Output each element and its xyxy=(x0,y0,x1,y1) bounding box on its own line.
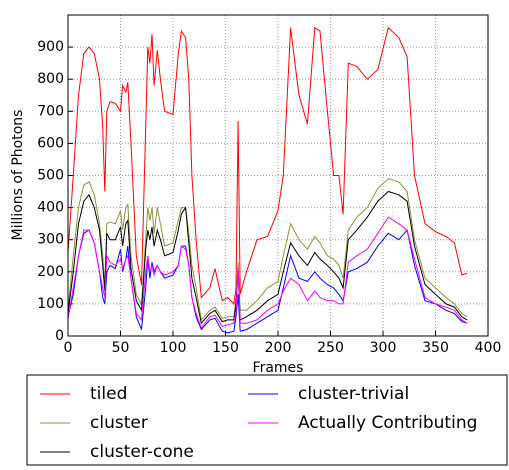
series-line xyxy=(67,190,468,325)
legend-label: tiled xyxy=(90,384,127,404)
legend-label: cluster xyxy=(90,413,148,433)
y-tick-label: 600 xyxy=(37,135,64,151)
series-line xyxy=(67,229,468,334)
y-tick-label: 700 xyxy=(37,103,64,119)
y-tick-label: 400 xyxy=(37,200,64,216)
legend-label: cluster-trivial xyxy=(298,384,409,404)
x-tick-label: 200 xyxy=(265,340,292,356)
x-tick-label: 50 xyxy=(112,340,130,356)
x-tick-label: 350 xyxy=(422,340,449,356)
y-tick-label: 300 xyxy=(37,232,64,248)
y-tick-label: 900 xyxy=(37,39,64,55)
series-line xyxy=(67,26,468,305)
x-tick-label: 100 xyxy=(160,340,187,356)
legend-label: Actually Contributing xyxy=(298,413,477,433)
series-line xyxy=(67,178,468,322)
y-tick-label: 100 xyxy=(37,296,64,312)
legend-label: cluster-cone xyxy=(90,442,194,462)
x-tick-label: 150 xyxy=(212,340,239,356)
x-axis-label: Frames xyxy=(253,360,304,376)
plot-frame xyxy=(67,14,489,337)
x-tick-label: 300 xyxy=(370,340,397,356)
y-axis-label: Millions of Photons xyxy=(10,110,26,241)
x-tick-label: 0 xyxy=(64,340,73,356)
y-tick-label: 0 xyxy=(55,328,64,344)
legend-box xyxy=(26,374,508,466)
series-line xyxy=(67,216,468,330)
x-tick-label: 250 xyxy=(317,340,344,356)
y-tick-label: 800 xyxy=(37,71,64,87)
y-tick-label: 200 xyxy=(37,264,64,280)
x-tick-label: 400 xyxy=(475,340,502,356)
y-tick-label: 500 xyxy=(37,168,64,184)
